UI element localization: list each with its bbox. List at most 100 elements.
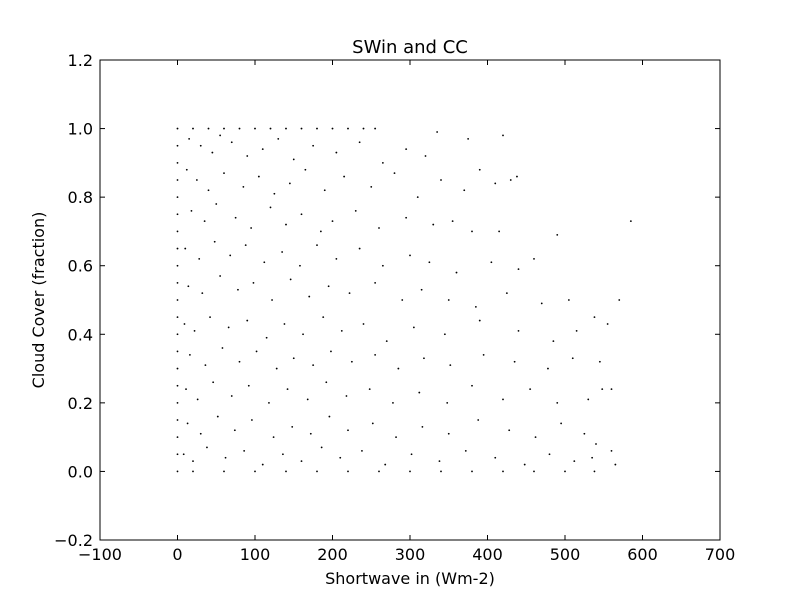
data-point (268, 401, 270, 404)
data-point (517, 268, 520, 271)
data-point (265, 336, 268, 339)
data-point (447, 432, 450, 435)
data-point (207, 189, 210, 192)
data-point (540, 302, 543, 305)
data-point (285, 470, 287, 473)
data-point (424, 155, 427, 157)
data-point (176, 333, 179, 336)
data-point (261, 148, 264, 151)
data-point (281, 251, 284, 253)
data-point (593, 470, 596, 473)
data-point (312, 364, 315, 367)
data-point (176, 419, 179, 421)
data-point (564, 470, 566, 473)
data-point (583, 432, 586, 435)
data-point (595, 443, 597, 445)
data-point (443, 333, 446, 336)
data-point (182, 453, 185, 456)
data-point (285, 127, 287, 130)
data-point (354, 209, 357, 212)
data-point (401, 299, 404, 301)
data-point (331, 127, 334, 130)
data-point (176, 453, 179, 456)
data-point (302, 333, 304, 336)
data-point (206, 446, 208, 449)
data-point (381, 161, 384, 164)
data-point (438, 460, 441, 463)
data-point (464, 449, 467, 452)
data-point (412, 326, 415, 329)
data-point (176, 281, 179, 284)
data-point (207, 127, 210, 130)
data-point (370, 185, 373, 188)
data-point (255, 350, 258, 353)
data-point (343, 175, 346, 178)
data-point (517, 329, 520, 332)
data-point (176, 179, 179, 181)
data-point (347, 127, 349, 130)
data-point (247, 384, 250, 387)
data-point (610, 449, 613, 452)
data-point (361, 449, 363, 452)
data-point (227, 326, 230, 329)
data-point (606, 323, 609, 325)
data-point (556, 233, 559, 236)
data-point (384, 463, 387, 466)
data-point (176, 127, 179, 130)
data-point (502, 470, 504, 473)
data-point (242, 185, 245, 188)
data-point (571, 357, 574, 360)
data-point (440, 179, 442, 181)
data-point (199, 432, 202, 435)
data-point (345, 395, 348, 397)
data-point (374, 281, 377, 284)
data-point (309, 432, 312, 435)
data-point (513, 360, 516, 363)
data-point (176, 196, 179, 199)
x-tick-label: 500 (550, 545, 581, 564)
data-point (323, 189, 326, 192)
x-tick-label: 200 (317, 545, 348, 564)
data-point (423, 357, 425, 360)
data-point (188, 137, 191, 140)
data-point (328, 415, 331, 418)
data-point (198, 257, 201, 260)
y-tick-label: 0.4 (68, 325, 93, 344)
data-point (224, 456, 227, 459)
data-point (312, 144, 315, 147)
data-point (547, 367, 549, 370)
data-point (251, 419, 253, 421)
data-point (190, 209, 193, 212)
data-point (246, 319, 249, 322)
data-point (176, 264, 179, 267)
data-point (285, 223, 287, 226)
data-point (548, 453, 551, 456)
data-point (467, 137, 470, 140)
data-point (533, 257, 535, 260)
data-point (292, 158, 295, 161)
data-point (289, 278, 292, 281)
data-point (397, 367, 400, 370)
data-point (176, 350, 179, 353)
data-point (490, 261, 493, 264)
data-point (230, 141, 233, 144)
data-point (560, 422, 563, 425)
data-point (272, 436, 275, 439)
data-point (234, 216, 237, 219)
data-point (446, 401, 449, 404)
data-point (449, 364, 452, 367)
y-tick-label: −0.2 (54, 531, 93, 550)
data-point (629, 220, 632, 223)
data-point (533, 470, 535, 473)
data-point (505, 292, 508, 295)
x-tick-label: −100 (78, 545, 122, 564)
data-point (498, 230, 501, 233)
data-point (395, 436, 397, 439)
data-point (405, 148, 408, 151)
data-point (614, 463, 617, 466)
data-point (184, 247, 187, 250)
data-point (176, 384, 179, 387)
data-point (556, 401, 559, 404)
data-point (292, 357, 295, 360)
